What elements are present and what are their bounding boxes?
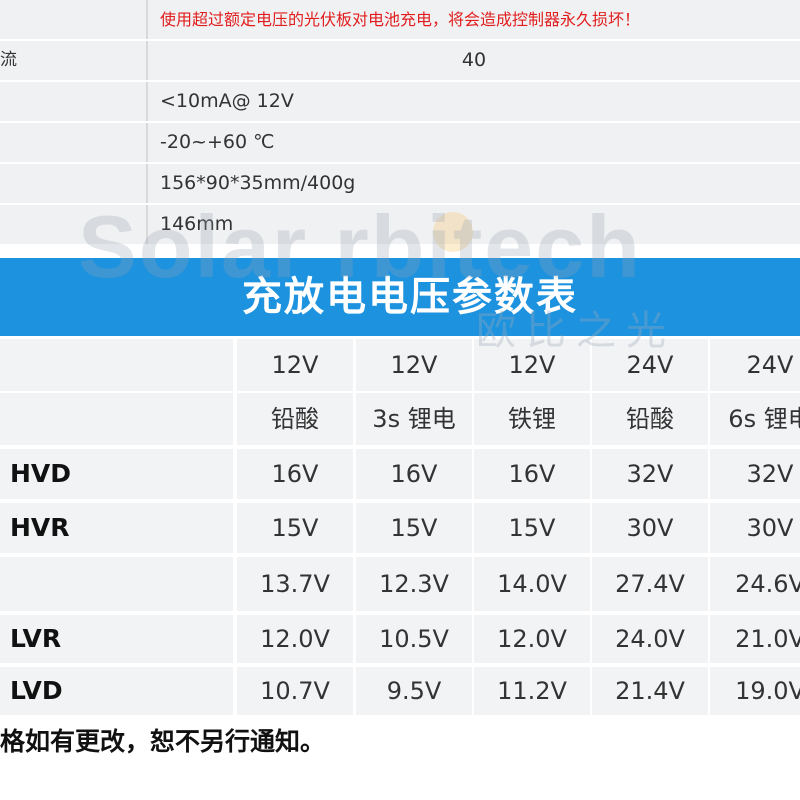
table-cell: 15V (474, 503, 590, 553)
row-label: LVR (0, 615, 233, 663)
spec-row-hole-distance: 146mm (0, 205, 800, 244)
table-cell: 12V (237, 339, 353, 391)
row-label: LVD (0, 667, 233, 715)
table-cell: 铅酸 (592, 393, 708, 445)
spec-row-current: 流 40 (0, 41, 800, 80)
table-cell: 27.4V (592, 557, 708, 611)
row-label: HVR (0, 503, 233, 553)
spec-row-self-consumption: <10mA@ 12V (0, 82, 800, 121)
table-cell: 19.0V (710, 667, 800, 715)
table-cell: 32V (710, 449, 800, 499)
table-cell: 15V (237, 503, 353, 553)
spec-label: 流 (0, 41, 148, 80)
spec-row-dimensions: 156*90*35mm/400g (0, 164, 800, 203)
banner-title: 充放电电压参数表 (242, 274, 578, 320)
warning-text: 使用超过额定电压的光伏板对电池充电，将会造成控制器永久损坏！ (148, 0, 800, 39)
parameter-table: 12V 12V 12V 24V 24V 铅酸 3s 锂电 铁锂 铅酸 6s 锂电 HVD 16V 16V… (0, 336, 800, 715)
table-cell: 16V (356, 449, 472, 499)
spec-label (0, 164, 148, 203)
spec-value: -20~+60 ℃ (148, 123, 800, 162)
table-cell: 24.6V (710, 557, 800, 611)
table-cell: 15V (356, 503, 472, 553)
spec-label (0, 123, 148, 162)
table-cell: 32V (592, 449, 708, 499)
table-cell: 铁锂 (474, 393, 590, 445)
table-cell: 12V (356, 339, 472, 391)
spec-value: <10mA@ 12V (148, 82, 800, 121)
table-cell: 13.7V (237, 557, 353, 611)
table-cell: 9.5V (356, 667, 472, 715)
spec-value: 146mm (148, 205, 800, 244)
table-cell: 12.0V (237, 615, 353, 663)
table-cell: 3s 锂电 (356, 393, 472, 445)
watermark-sun-icon (433, 212, 473, 252)
table-cell: 21.0V (710, 615, 800, 663)
table-cell: 24V (592, 339, 708, 391)
spec-label (0, 82, 148, 121)
table-cell: 14.0V (474, 557, 590, 611)
table-cell: 10.7V (237, 667, 353, 715)
row-label: HVD (0, 449, 233, 499)
table-cell: 铅酸 (237, 393, 353, 445)
table-cell: 12.3V (356, 557, 472, 611)
table-cell: 10.5V (356, 615, 472, 663)
table-cell: 30V (592, 503, 708, 553)
spec-row-temperature: -20~+60 ℃ (0, 123, 800, 162)
table-cell: 21.4V (592, 667, 708, 715)
table-cell: 24.0V (592, 615, 708, 663)
row-label (0, 339, 233, 391)
table-cell: 16V (237, 449, 353, 499)
table-cell: 30V (710, 503, 800, 553)
table-cell: 16V (474, 449, 590, 499)
table-cell: 6s 锂电 (710, 393, 800, 445)
spec-value: 40 (148, 41, 800, 80)
title-banner: 充放电电压参数表 (0, 258, 800, 336)
footer-note: 格如有更改，恕不另行通知。 (0, 727, 326, 756)
table-cell: 12V (474, 339, 590, 391)
row-label (0, 557, 233, 611)
spec-value: 156*90*35mm/400g (148, 164, 800, 203)
row-label (0, 393, 233, 445)
table-cell: 11.2V (474, 667, 590, 715)
spec-label (0, 0, 148, 39)
table-cell: 12.0V (474, 615, 590, 663)
spec-label (0, 205, 148, 244)
table-cell: 24V (710, 339, 800, 391)
spec-row-warning: 使用超过额定电压的光伏板对电池充电，将会造成控制器永久损坏！ (0, 0, 800, 39)
